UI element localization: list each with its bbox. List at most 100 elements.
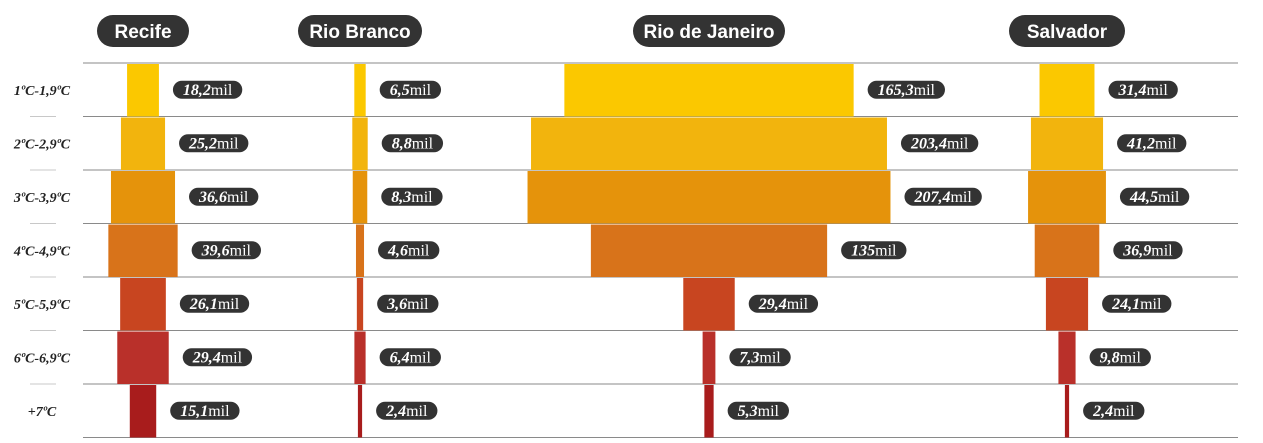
value-label: 26,1mil [189,296,240,313]
value-pill [172,80,243,99]
value-pill [900,134,979,153]
row-label: +7ºC [28,405,57,420]
value-label: 207,4mil [913,189,972,206]
value-label: 18,2mil [183,82,233,99]
value-label: 6,5mil [390,82,432,99]
bar-recife [110,171,176,224]
value-pill [381,187,443,206]
value-label: 15,1mil [180,403,230,420]
bar-salvador [1064,385,1070,438]
city-header-rio-de-janeiro [633,15,785,47]
value-pill [381,134,444,153]
bar-recife [117,331,169,384]
value-pill [1089,348,1151,367]
value-pill [377,294,439,313]
city-header-label: Rio Branco [309,22,410,43]
value-pill [378,241,440,260]
value-label: 29,4mil [758,296,809,313]
bar-salvador [1034,224,1100,277]
value-pill [376,401,438,420]
value-pill [1108,80,1178,99]
value-pill [1117,134,1187,153]
bar-salvador [1039,64,1095,117]
value-label: 135mil [851,242,897,259]
value-pill [1083,401,1145,420]
value-label: 9,8mil [1100,349,1142,366]
row-label: 2ºC-2,9ºC [13,137,71,152]
value-pill [1102,294,1172,313]
bar-rio-branco [355,224,365,277]
value-pill [841,241,907,260]
bar-recife [120,278,166,331]
bar-rio-branco [352,117,368,170]
value-label: 31,4mil [1117,82,1168,99]
value-label: 5,3mil [738,403,780,420]
city-header-rio-branco [298,15,422,47]
city-headers: Recife Rio Branco Rio de Janeiro Salvador [97,15,1125,47]
value-label: 7,3mil [739,349,781,366]
value-pill [867,80,945,99]
value-label: 29,4mil [192,349,243,366]
value-pill [904,187,982,206]
value-label: 4,6mil [387,242,430,259]
bar-recife [120,117,166,170]
bar-salvador [1058,331,1076,384]
bars [108,64,1106,438]
value-pill [179,134,249,153]
city-header-label: Salvador [1027,22,1108,43]
value-label: 203,4mil [910,135,969,152]
value-label: 6,4mil [390,349,432,366]
value-label: 24,1mil [1111,296,1162,313]
value-label: 25,2mil [188,135,239,152]
bar-rio-de-janeiro [590,224,828,277]
bar-recife [127,64,159,117]
row-label: 5ºC-5,9ºC [14,298,71,313]
value-pill [379,80,442,99]
value-pill [1119,187,1190,206]
value-label: 39,6mil [201,242,252,259]
bar-salvador [1045,278,1089,331]
row-labels: 1ºC-1,9ºC 2ºC-2,9ºC 3ºC-3,9ºC 4ºC-4,9ºC 5ºC-… [13,84,71,420]
value-label: 44,5mil [1129,189,1180,206]
value-label: 36,6mil [198,189,249,206]
bar-rio-de-janeiro [531,117,887,170]
bar-rio-de-janeiro [702,331,716,384]
value-pill [748,294,819,313]
bar-salvador [1030,117,1104,170]
value-label: 36,9mil [1122,242,1173,259]
value-label: 3,6mil [386,296,429,313]
value-pill [191,241,261,260]
value-labels: 18,2mil 25,2mil 36,6mil 39,6mil 26,1mil 29,4m… [170,80,1190,420]
bar-rio-de-janeiro [564,64,854,117]
value-pill [170,401,240,420]
bar-recife [129,385,157,438]
value-pill [189,187,259,206]
value-pill [729,348,791,367]
value-label: 165,3mil [878,82,936,99]
bar-salvador [1028,171,1106,224]
value-label: 8,8mil [392,135,434,152]
bar-rio-branco [356,278,364,331]
value-label: 2,4mil [1092,403,1135,420]
city-header-label: Rio de Janeiro [644,22,775,43]
row-label: 3ºC-3,9ºC [13,191,71,206]
city-header-salvador [1009,15,1125,47]
bar-rio-branco [357,385,363,438]
value-label: 2,4mil [385,403,428,420]
row-label: 4ºC-4,9ºC [13,244,71,259]
bar-rio-branco [354,331,366,384]
value-pill [1113,241,1183,260]
value-label: 41,2mil [1126,135,1177,152]
city-header-label: Recife [114,22,171,43]
row-label: 6ºC-6,9ºC [14,351,71,366]
city-header-recife [97,15,189,47]
bar-rio-de-janeiro [683,278,735,331]
value-pill [182,348,253,367]
value-label: 8,3mil [391,189,433,206]
value-pill [727,401,789,420]
bar-rio-de-janeiro [527,171,891,224]
row-label: 1ºC-1,9ºC [14,84,71,99]
bar-recife [108,224,178,277]
bar-rio-branco [352,171,368,224]
